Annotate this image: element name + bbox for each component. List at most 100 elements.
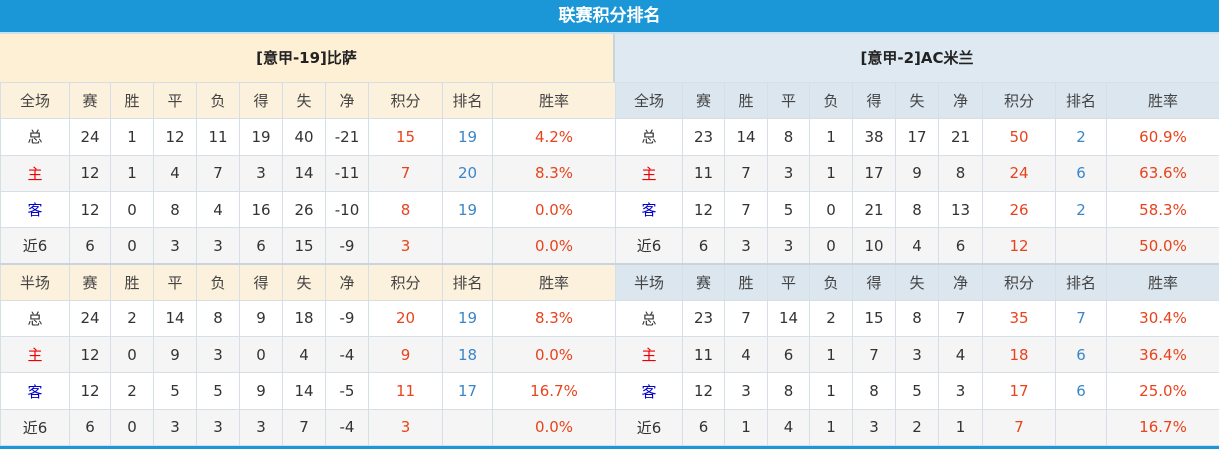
cell: 8 xyxy=(196,299,240,338)
row-label: 总 xyxy=(615,299,683,338)
cell: 11 xyxy=(682,154,725,192)
cell: 0 xyxy=(110,408,154,446)
cell: 21 xyxy=(852,190,896,229)
cell: 9 xyxy=(239,299,283,338)
cell: 8 xyxy=(153,190,197,229)
cell: 63.6% xyxy=(1106,154,1219,192)
cell xyxy=(442,408,493,446)
table-row: 近6 6 0 3 3 6 15 -9 3 0.0% xyxy=(0,227,616,265)
table-row: 客 12 3 8 1 8 5 3 17 6 25.0% xyxy=(615,372,1219,410)
cell: 8.3% xyxy=(492,154,616,192)
header-row: 全场赛胜平负得失净积分 排名 胜率 xyxy=(0,81,616,120)
row-label: 总 xyxy=(615,118,683,156)
cell: 4 xyxy=(767,408,810,446)
cell: 3 xyxy=(368,227,443,265)
cell: 8 xyxy=(767,372,810,410)
table-row: 近6 6 1 4 1 3 2 1 7 16.7% xyxy=(615,408,1219,446)
cell: 5 xyxy=(895,372,939,410)
cell: 12 xyxy=(69,154,111,192)
cell xyxy=(442,227,493,265)
cell: 7 xyxy=(938,299,983,338)
cell: 9 xyxy=(153,336,197,374)
cell: 1 xyxy=(809,336,853,374)
cell: 8 xyxy=(938,154,983,192)
table-row: 总 24 1 12 11 19 40 -21 15 19 4.2% xyxy=(0,118,616,156)
cell: 6 xyxy=(69,227,111,265)
column-header: 胜率 xyxy=(1106,262,1219,301)
column-header: 胜率 xyxy=(492,262,616,301)
cell: -5 xyxy=(325,372,369,410)
column-header: 排名 xyxy=(1055,262,1107,301)
cell: 26 xyxy=(982,190,1056,229)
cell: 12 xyxy=(153,118,197,156)
cell: 6 xyxy=(938,227,983,265)
cell: 16.7% xyxy=(492,372,616,410)
cell: 2 xyxy=(1055,118,1107,156)
cell: 7 xyxy=(724,299,768,338)
row-label: 近6 xyxy=(0,408,70,446)
cell: 17 xyxy=(895,118,939,156)
cell: 3 xyxy=(895,336,939,374)
cell: 14 xyxy=(282,154,326,192)
cell: 38 xyxy=(852,118,896,156)
cell: 12 xyxy=(69,372,111,410)
column-header: 得 xyxy=(239,262,283,301)
cell: 8.3% xyxy=(492,299,616,338)
cell xyxy=(1055,227,1107,265)
cell: -9 xyxy=(325,299,369,338)
cell: 1 xyxy=(809,372,853,410)
table-row: 主 11 7 3 1 17 9 8 24 6 63.6% xyxy=(615,154,1219,192)
cell: 4.2% xyxy=(492,118,616,156)
cell: 15 xyxy=(368,118,443,156)
cell: 19 xyxy=(442,190,493,229)
cell: 30.4% xyxy=(1106,299,1219,338)
cell: 16 xyxy=(239,190,283,229)
cell: 4 xyxy=(938,336,983,374)
column-header: 平 xyxy=(767,262,810,301)
cell: 0 xyxy=(809,190,853,229)
cell: 3 xyxy=(767,227,810,265)
team-panel-away: [意甲-2]AC米兰 全场赛胜平负得失净积分 排名 胜率总 23 14 8 1 38 17 21 5… xyxy=(615,34,1219,446)
cell: 40 xyxy=(282,118,326,156)
row-label: 客 xyxy=(615,372,683,410)
cell: 0 xyxy=(110,190,154,229)
cell: 17 xyxy=(442,372,493,410)
cell: 1 xyxy=(724,408,768,446)
cell: 8 xyxy=(895,299,939,338)
cell: 7 xyxy=(196,154,240,192)
cell: 0.0% xyxy=(492,190,616,229)
row-label: 近6 xyxy=(0,227,70,265)
cell: 17 xyxy=(982,372,1056,410)
cell: 9 xyxy=(895,154,939,192)
cell: 5 xyxy=(153,372,197,410)
cell: 21 xyxy=(938,118,983,156)
cell: 60.9% xyxy=(1106,118,1219,156)
column-header: 得 xyxy=(852,81,896,120)
cell: 1 xyxy=(809,154,853,192)
team-panel-home: [意甲-19]比萨 全场赛胜平负得失净积分 排名 胜率总 24 1 12 11 19 40 -21… xyxy=(0,34,616,446)
cell: 14 xyxy=(724,118,768,156)
cell: 12 xyxy=(982,227,1056,265)
cell: 2 xyxy=(895,408,939,446)
column-header: 赛 xyxy=(69,262,111,301)
column-header: 全场 xyxy=(615,81,683,120)
cell: 3 xyxy=(153,408,197,446)
cell: 8 xyxy=(368,190,443,229)
cell: 15 xyxy=(852,299,896,338)
column-header: 平 xyxy=(153,262,197,301)
column-header: 胜 xyxy=(724,81,768,120)
cell: 3 xyxy=(767,154,810,192)
cell: 24 xyxy=(69,118,111,156)
column-header: 失 xyxy=(895,262,939,301)
table-row: 主 12 0 9 3 0 4 -4 9 18 0.0% xyxy=(0,336,616,374)
column-header: 胜 xyxy=(110,81,154,120)
table-row: 客 12 7 5 0 21 8 13 26 2 58.3% xyxy=(615,190,1219,229)
cell: 23 xyxy=(682,118,725,156)
table-row: 近6 6 3 3 0 10 4 6 12 50.0% xyxy=(615,227,1219,265)
cell: 14 xyxy=(282,372,326,410)
header-row: 半场赛胜平负得失净积分 排名 胜率 xyxy=(0,262,616,301)
cell: -11 xyxy=(325,154,369,192)
cell: 19 xyxy=(442,118,493,156)
row-label: 主 xyxy=(615,336,683,374)
column-header: 胜 xyxy=(724,262,768,301)
